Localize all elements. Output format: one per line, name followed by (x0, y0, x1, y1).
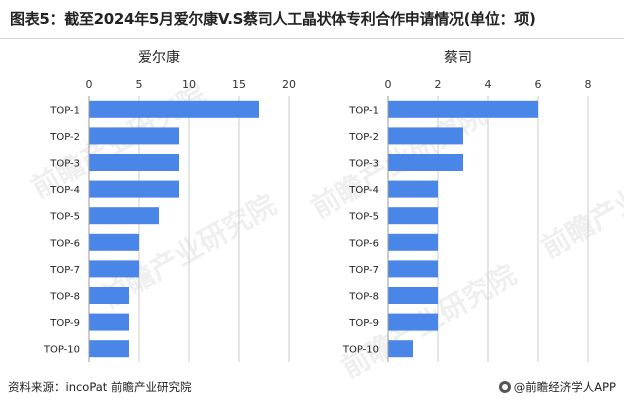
brand-credit: @前瞻经济学人APP (498, 379, 616, 395)
chart0-category-label: TOP-1 (49, 105, 80, 116)
chart1-bar (388, 154, 463, 171)
chart0-bar (89, 313, 129, 331)
chart-caisi: 蔡司 0 2 4 6 8 TOP-1 TOP-2 TOP-3 TOP-4 TOP-5 TOP-6 TOP… (342, 50, 592, 362)
chart1-category-label: TOP-9 (348, 318, 379, 329)
chart1-tick-label: 2 (435, 78, 442, 91)
chart0-category-label: TOP-9 (49, 318, 80, 329)
chart-aierkang: 爱尔康 0 5 10 15 20 TOP-1 TOP-2 TOP-3 TOP-4 TOP-5 TOP-… (43, 49, 296, 362)
chart1-category-label: TOP-7 (348, 265, 379, 276)
chart1-bar (388, 313, 438, 331)
chart0-bar (89, 340, 129, 358)
chart1-tick-label: 6 (535, 78, 542, 91)
chart0-bar (89, 233, 139, 251)
chart1-bar (388, 260, 438, 278)
chart0-category-label: TOP-5 (49, 212, 80, 223)
chart1-category-label: TOP-5 (348, 212, 379, 223)
chart1-category-label: TOP-8 (348, 292, 379, 303)
chart0-category-label: TOP-8 (49, 292, 80, 303)
chart0-category-label: TOP-3 (49, 159, 80, 170)
page-title: 图表5：截至2024年5月爱尔康V.S蔡司人工晶状体专利合作申请情况(单位：项) (10, 10, 536, 28)
chart1-bar (388, 207, 438, 225)
chart0-category-label: TOP-7 (49, 265, 80, 276)
chart1-tick-label: 8 (585, 78, 592, 91)
chart1-category-label: TOP-6 (348, 238, 379, 249)
chart0-tick-label: 15 (232, 78, 246, 91)
chart0-bar (89, 127, 179, 145)
source-note: 资料来源：incoPat 前瞻产业研究院 (8, 380, 192, 394)
chart0-tick-label: 20 (282, 78, 296, 91)
chart1-tick-label: 4 (485, 78, 492, 91)
title-bar: 图表5：截至2024年5月爱尔康V.S蔡司人工晶状体专利合作申请情况(单位：项) (0, 0, 624, 39)
chart0-bar (89, 154, 179, 171)
chart0-tick-label: 5 (136, 78, 143, 91)
chart1-bar (388, 340, 413, 358)
brand-credit-text: @前瞻经济学人APP (513, 380, 616, 394)
chart0-tick-label: 0 (86, 78, 93, 91)
chart1-bar (388, 127, 463, 145)
chart0-category-label: TOP-10 (43, 345, 80, 356)
chart0-category-label: TOP-6 (49, 238, 80, 249)
chart1-bar (388, 287, 438, 304)
chart0-bar (89, 207, 159, 225)
chart0-title: 爱尔康 (138, 49, 180, 66)
chart1-category-label: TOP-10 (342, 345, 379, 356)
chart0-tick-label: 10 (182, 78, 196, 91)
chart1-bar (388, 100, 538, 118)
chart0-bar (89, 180, 179, 198)
chart0-category-label: TOP-2 (49, 132, 80, 143)
chart1-category-label: TOP-4 (348, 185, 379, 196)
chart1-tick-label: 0 (385, 78, 392, 91)
chart1-bar (388, 180, 438, 198)
chart1-category-label: TOP-3 (348, 159, 379, 170)
chart1-category-label: TOP-2 (348, 132, 379, 143)
chart0-bar (89, 287, 129, 304)
brand-logo-icon (498, 381, 511, 393)
chart1-title: 蔡司 (444, 50, 472, 66)
chart1-bar (388, 233, 438, 251)
chart1-category-label: TOP-1 (348, 105, 379, 116)
chart0-bar (89, 100, 259, 118)
chart0-bar (89, 260, 139, 278)
chart0-category-label: TOP-4 (49, 185, 80, 196)
